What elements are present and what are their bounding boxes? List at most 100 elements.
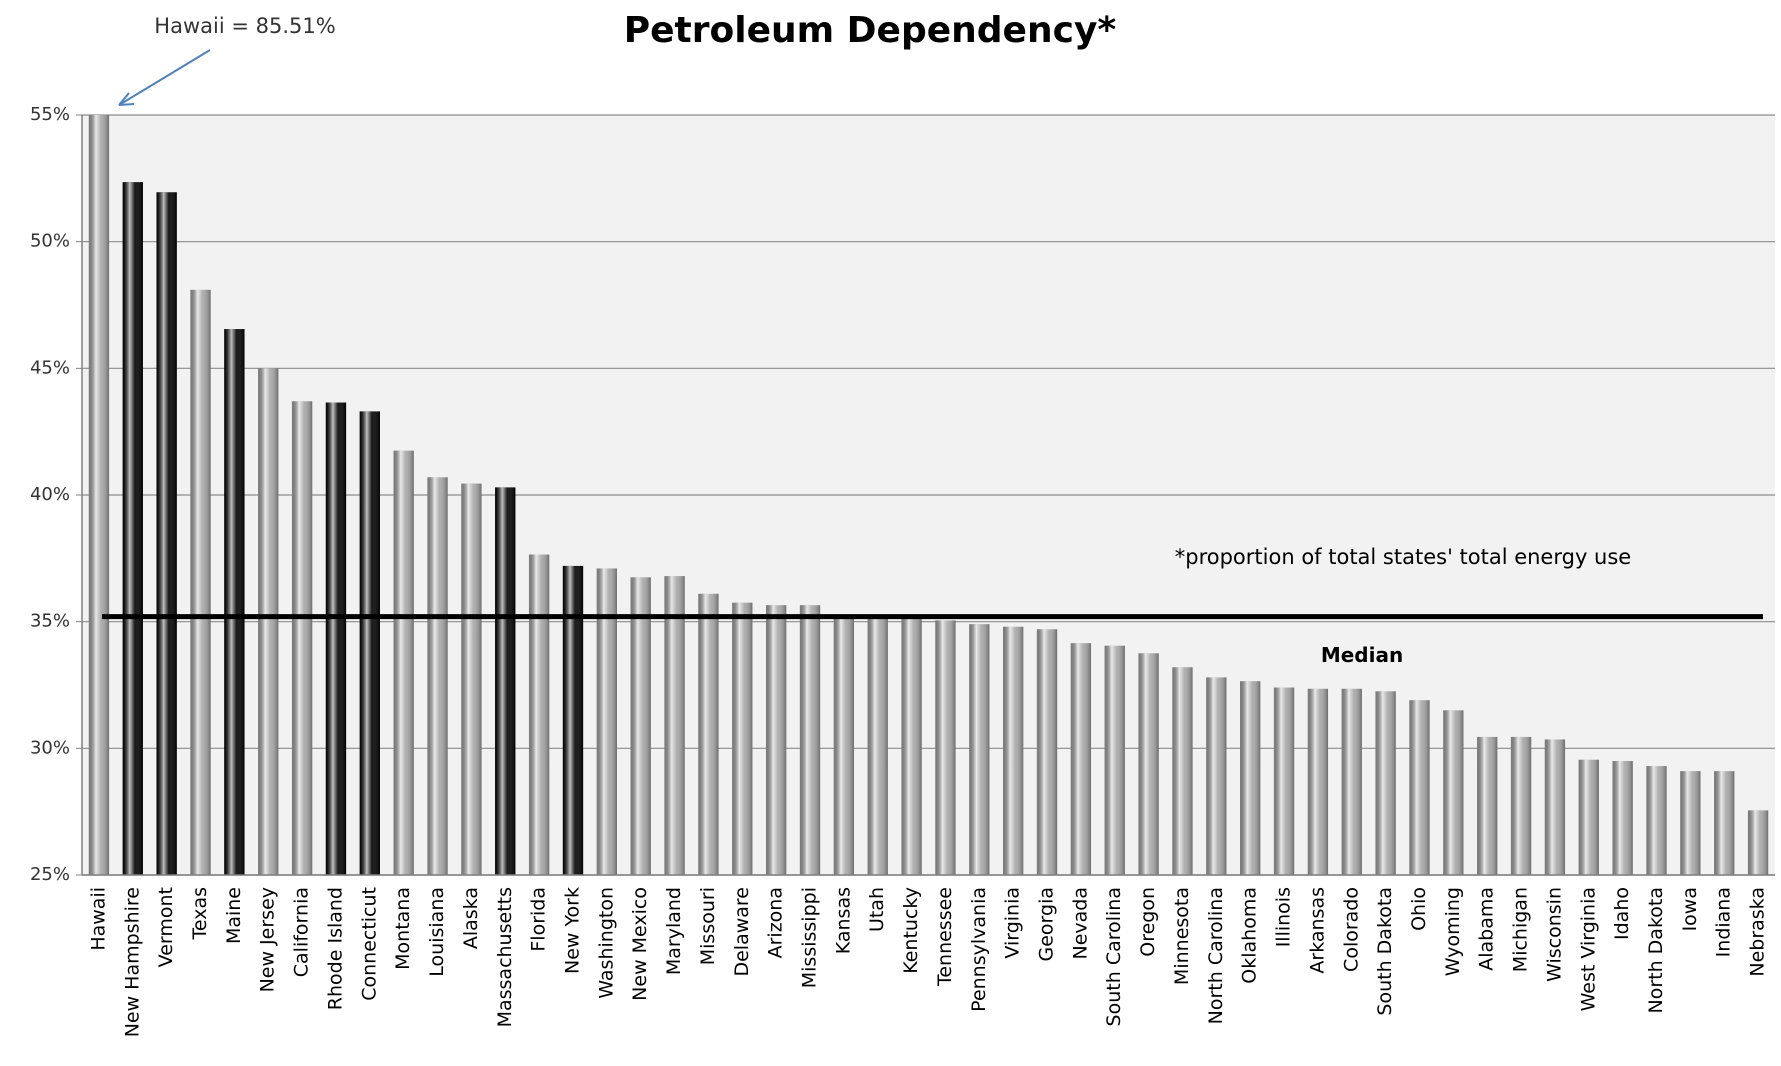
y-tick-label: 35%	[30, 611, 70, 632]
x-tick-label: Ohio	[1408, 887, 1430, 931]
x-tick-label: Hawaii	[87, 887, 109, 951]
x-tick-label: Oregon	[1137, 887, 1159, 957]
x-tick-label: Missouri	[697, 887, 719, 965]
bar-shine	[1036, 629, 1058, 875]
x-tick-label: Minnesota	[1171, 887, 1193, 985]
bar-shine	[562, 565, 584, 875]
bar-shine	[88, 115, 110, 875]
x-tick-label: Massachusetts	[494, 887, 516, 1027]
bar-shine	[528, 554, 550, 875]
x-tick-label: Mississippi	[798, 887, 820, 988]
bar-shine	[1341, 688, 1362, 875]
x-tick-label: Colorado	[1340, 887, 1362, 972]
x-tick-label: Georgia	[1036, 887, 1058, 962]
x-tick-label: West Virginia	[1577, 887, 1599, 1011]
bar-shine	[1680, 771, 1701, 875]
bar-shine	[1375, 691, 1396, 875]
annotation-arrow	[118, 49, 211, 106]
bar-shine	[122, 182, 143, 875]
bar-shine	[258, 368, 279, 875]
x-tick-label: Utah	[866, 887, 888, 932]
x-tick-label: Nevada	[1069, 887, 1091, 960]
bar-shine	[291, 401, 313, 875]
bar-shine	[799, 605, 821, 875]
x-tick-label: Wisconsin	[1543, 887, 1565, 982]
x-tick-label: Kentucky	[900, 887, 922, 974]
bar-shine	[664, 576, 685, 875]
x-tick-label: Indiana	[1713, 887, 1735, 957]
bar-shine	[732, 602, 753, 875]
x-tick-label: California	[291, 887, 313, 977]
bar-shine	[1510, 736, 1532, 875]
bar-shine	[359, 411, 380, 875]
bar-shine	[1002, 626, 1024, 875]
x-tick-label: South Dakota	[1374, 887, 1396, 1016]
y-tick-label: 45%	[30, 357, 70, 378]
median-label: Median	[1321, 643, 1403, 667]
y-tick-label: 55%	[30, 104, 70, 125]
bar-shine	[393, 450, 414, 875]
bar-shine	[1307, 688, 1329, 875]
x-tick-label: New Hampshire	[121, 887, 143, 1037]
x-tick-label: Arizona	[765, 887, 787, 958]
bar-shine	[765, 605, 787, 875]
bar-shine	[1443, 710, 1464, 875]
bar-shine	[630, 577, 651, 875]
x-tick-label: Washington	[595, 887, 617, 999]
arrow-head	[118, 92, 135, 106]
bar-shine	[1714, 771, 1735, 875]
x-tick-label: Pennsylvania	[968, 887, 990, 1012]
x-tick-label: Iowa	[1679, 887, 1701, 931]
x-tick-label: North Carolina	[1205, 887, 1227, 1024]
bar-shine	[1240, 681, 1261, 875]
x-tick-label: Florida	[528, 887, 550, 952]
annotation: Hawaii = 85.51%	[154, 14, 335, 38]
x-tick-label: Illinois	[1273, 887, 1295, 947]
bar-shine	[596, 568, 617, 875]
bar-shine	[969, 624, 990, 875]
bar-shine	[935, 620, 956, 875]
x-tick-label: Alaska	[460, 887, 482, 949]
x-tick-label: Delaware	[731, 887, 753, 977]
bar-shine	[427, 477, 448, 875]
bar-shine	[1747, 810, 1769, 875]
x-tick-label: Rhode Island	[324, 887, 346, 1010]
bar-shine	[461, 483, 482, 875]
bar-shine	[190, 289, 211, 875]
y-tick-label: 25%	[30, 864, 70, 885]
x-tick-label: Montana	[392, 887, 414, 970]
bar-shine	[1172, 667, 1193, 875]
y-tick-label: 50%	[30, 231, 70, 252]
x-tick-label: Michigan	[1510, 887, 1532, 972]
x-tick-label: Maine	[223, 887, 245, 944]
x-tick-label: New Jersey	[257, 887, 279, 992]
x-tick-label: North Dakota	[1645, 887, 1667, 1014]
bar-shine	[495, 487, 516, 875]
bar-shine	[1544, 739, 1566, 875]
x-tick-label: Vermont	[155, 887, 177, 967]
bar-shine	[833, 617, 855, 875]
bar-shine	[1409, 700, 1430, 875]
bar-shine	[698, 593, 719, 875]
y-tick-label: 40%	[30, 484, 70, 505]
y-tick-label: 30%	[30, 737, 70, 758]
bar-shine	[1612, 761, 1633, 875]
x-tick-label: Connecticut	[358, 887, 380, 1001]
bar-shine	[1104, 645, 1125, 875]
bar-shine	[1477, 736, 1498, 875]
x-tick-label: Alabama	[1476, 887, 1498, 971]
x-tick-label: Oklahoma	[1239, 887, 1261, 984]
x-tick-label: Idaho	[1611, 887, 1633, 940]
bar-shine	[224, 329, 245, 875]
x-tick-label: Arkansas	[1306, 887, 1328, 974]
bar-shine	[1273, 687, 1295, 875]
bar-shine	[1138, 653, 1159, 875]
bar-shine	[1578, 759, 1599, 875]
bar-shine	[1070, 643, 1092, 875]
x-tick-label: South Carolina	[1103, 887, 1125, 1026]
x-tick-label: Maryland	[663, 887, 685, 975]
x-tick-label: Louisiana	[426, 887, 448, 977]
bar-shine	[325, 402, 347, 875]
bar-shine	[1206, 677, 1227, 875]
